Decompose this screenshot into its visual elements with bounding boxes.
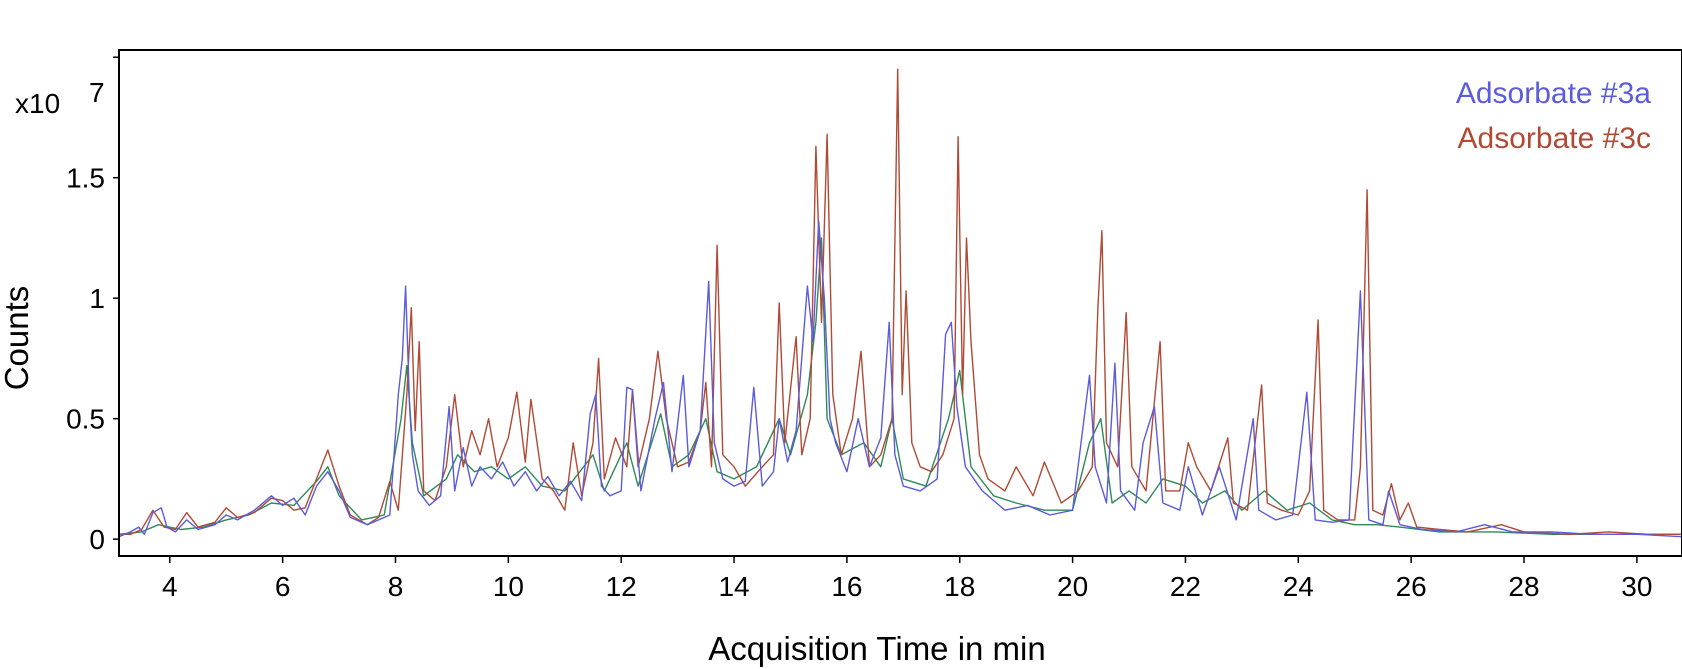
plot-frame: [118, 49, 1682, 557]
x-axis: 4 6 8 10 12 14 16 18 20 22 24 26 28 30: [162, 556, 1652, 602]
x-tick-label: 24: [1283, 571, 1314, 602]
y-tick-label: 1.5: [66, 163, 105, 194]
y-multiplier-exponent: 7: [89, 77, 105, 108]
y-tick-label: 0: [89, 524, 105, 555]
x-tick-label: 6: [275, 571, 291, 602]
x-tick-label: 30: [1621, 571, 1652, 602]
y-multiplier-base: x10: [15, 88, 60, 119]
x-tick-label: 10: [493, 571, 524, 602]
y-tick-label: 1: [89, 283, 105, 314]
x-tick-label: 8: [388, 571, 404, 602]
y-axis-title: Counts: [0, 286, 35, 391]
x-tick-label: 14: [718, 571, 749, 602]
x-tick-label: 4: [162, 571, 178, 602]
legend-entry-3c: Adsorbate #3c: [1458, 122, 1651, 155]
y-axis: 0 0.5 1 1.5: [66, 56, 119, 555]
legend-entry-3a: Adsorbate #3a: [1456, 77, 1651, 110]
x-tick-label: 12: [606, 571, 637, 602]
x-tick-label: 28: [1508, 571, 1539, 602]
y-tick-label: 0.5: [66, 404, 105, 435]
x-tick-label: 22: [1170, 571, 1201, 602]
x-tick-label: 20: [1057, 571, 1088, 602]
x-tick-label: 26: [1396, 571, 1427, 602]
x-axis-title: Acquisition Time in min: [708, 630, 1045, 667]
x-tick-label: 16: [831, 571, 862, 602]
series-line-0: [118, 220, 1682, 538]
series-line-1: [119, 68, 1682, 535]
x-tick-label: 18: [944, 571, 975, 602]
series-layer: [118, 68, 1682, 538]
